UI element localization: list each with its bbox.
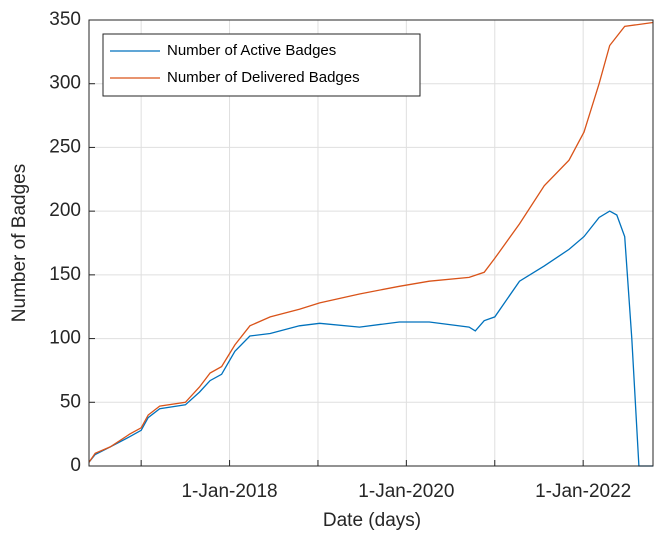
x-tick-label: 1-Jan-2018 [181, 481, 277, 502]
y-tick-label: 300 [49, 73, 81, 94]
y-tick-label: 0 [70, 455, 81, 476]
y-tick-label: 100 [49, 328, 81, 349]
x-tick-label: 1-Jan-2022 [535, 481, 631, 502]
y-axis-label: Number of Badges [9, 164, 30, 322]
x-tick-label: 1-Jan-2020 [358, 481, 454, 502]
y-tick-label: 150 [49, 264, 81, 285]
y-tick-label: 350 [49, 9, 81, 30]
y-tick-label: 200 [49, 200, 81, 221]
series-line [88, 210, 653, 467]
y-tick-label: 50 [60, 391, 81, 412]
legend-label: Number of Active Badges [167, 42, 336, 59]
legend-label: Number of Delivered Badges [167, 69, 360, 86]
axes-box [88, 19, 654, 467]
series-line [88, 21, 654, 463]
x-axis-label: Date (days) [323, 510, 421, 531]
legend-box [102, 33, 421, 97]
y-tick-label: 250 [49, 136, 81, 157]
